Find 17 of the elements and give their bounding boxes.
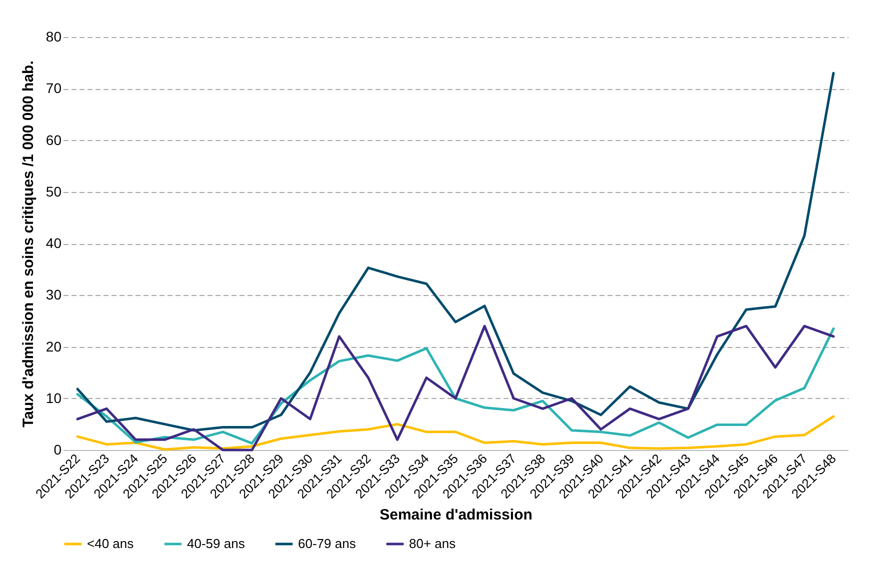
y-tick-label: 10 (46, 390, 62, 406)
y-tick-label: 0 (54, 442, 62, 458)
y-tick-label: 80 (46, 28, 62, 44)
legend-label: 40-59 ans (187, 536, 246, 551)
y-axis-title: Taux d'admission en soins critiques /1 000 000 hab. (20, 60, 37, 428)
legend-label: 60-79 ans (298, 536, 356, 551)
line-series (76, 72, 835, 432)
y-tick-label: 40 (46, 235, 62, 251)
y-tick-label: 20 (46, 338, 62, 354)
line-series (76, 415, 835, 451)
x-axis-title: Semaine d'admission (380, 506, 532, 524)
y-tick-label: 30 (46, 286, 62, 303)
y-tick-label: 50 (46, 183, 62, 200)
y-tick-label: 70 (46, 80, 62, 96)
legend-label: 80+ ans (409, 536, 456, 551)
y-tick-label: 60 (46, 132, 62, 148)
legend-label: <40 ans (87, 536, 134, 551)
